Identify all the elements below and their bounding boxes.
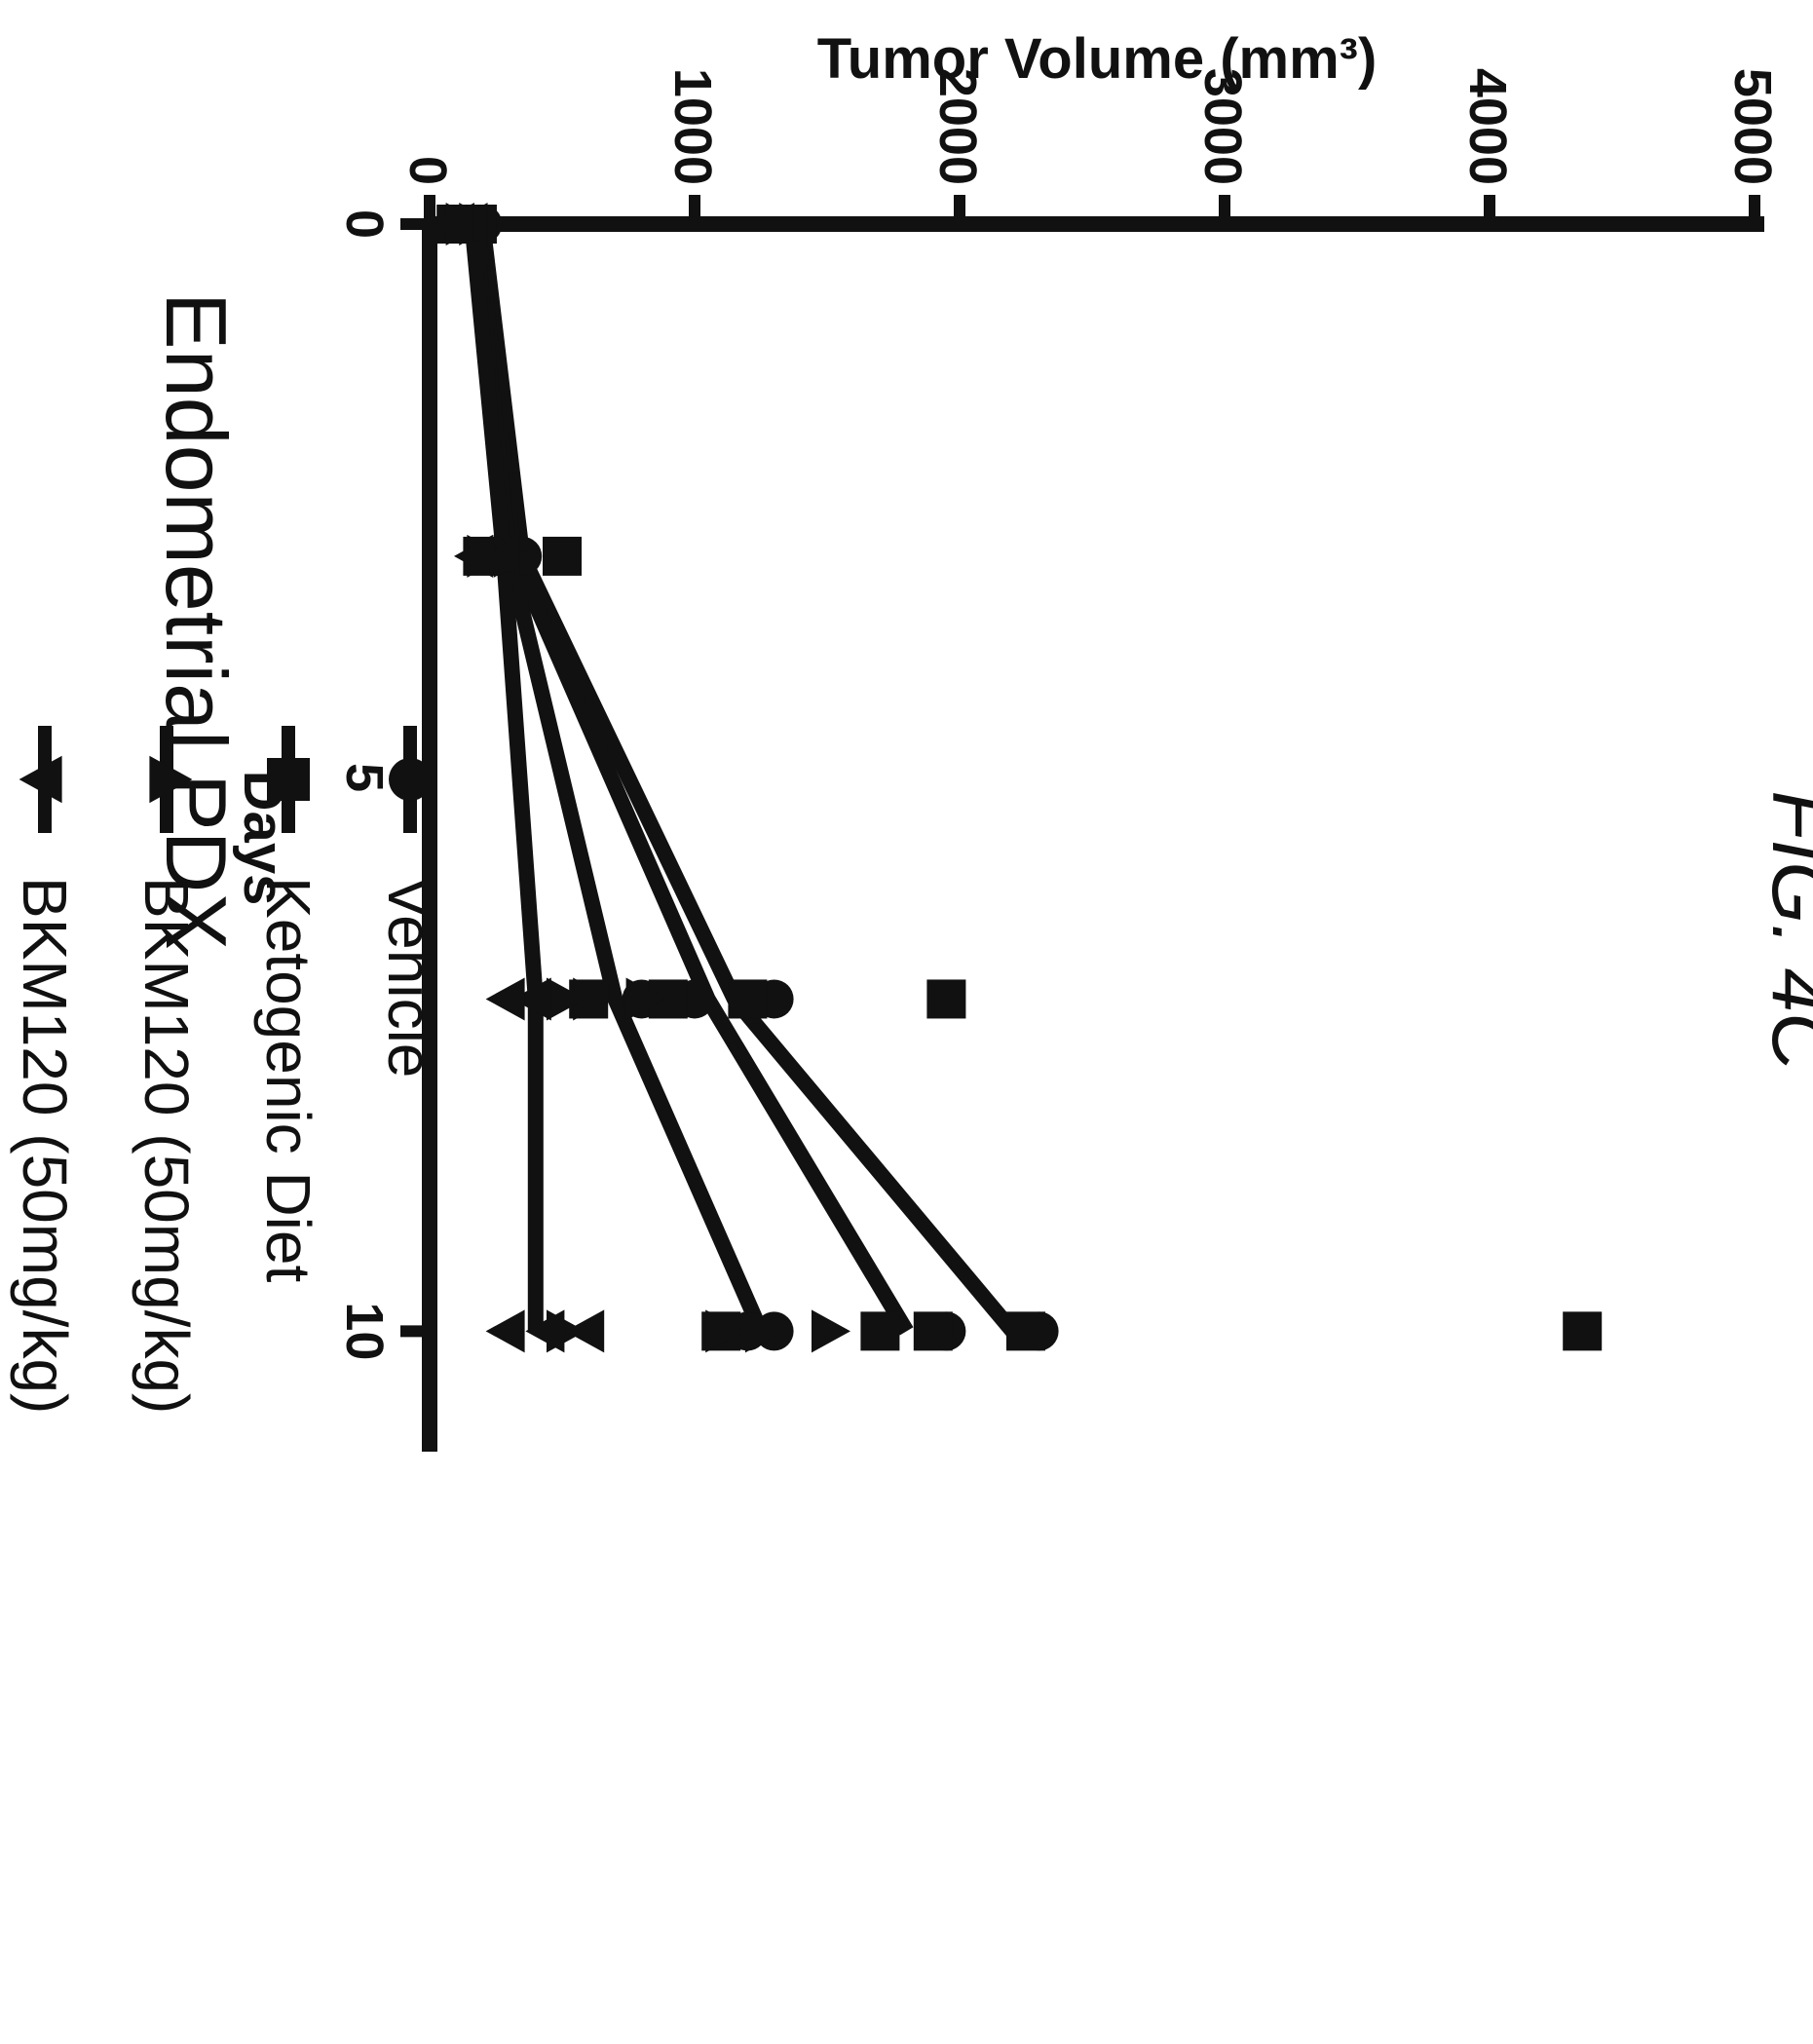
points-layer — [434, 203, 1603, 1353]
series-line-3 — [464, 223, 544, 1332]
data-point — [511, 977, 551, 1021]
chart-title: Endometrial PDX — [148, 292, 245, 950]
x-tick-label: 10 — [335, 1302, 394, 1360]
legend-label: BKM120 (50mg/kg) — [10, 877, 80, 1414]
data-point — [728, 979, 768, 1019]
x-tick-label: 5 — [335, 763, 394, 792]
legend-marker — [389, 758, 432, 801]
y-tick-label: 5000 — [1723, 68, 1782, 185]
data-point — [913, 1311, 953, 1351]
legend-label: Vehicle — [375, 877, 445, 1078]
y-tick-label: 2000 — [928, 68, 987, 185]
y-tick-label: 0 — [398, 156, 457, 185]
legend-marker — [149, 755, 193, 804]
y-tick-label: 3000 — [1193, 68, 1252, 185]
data-point — [926, 979, 966, 1019]
chart-rotated-group: 0 1000 2000 3000 4000 5000 0 5 10 Tumor Volume … — [10, 27, 1782, 1452]
data-point — [705, 1309, 745, 1353]
data-point — [625, 977, 665, 1021]
legend-marker — [19, 755, 62, 804]
data-point — [453, 534, 493, 578]
data-point — [745, 1309, 784, 1353]
x-ticks: 0 5 10 — [335, 209, 430, 1360]
data-point — [573, 977, 613, 1021]
y-tick-label: 4000 — [1458, 68, 1517, 185]
data-point — [648, 979, 688, 1019]
data-point — [812, 1309, 850, 1353]
legend-label: Ketogenic Diet — [253, 877, 323, 1282]
data-point — [434, 203, 474, 246]
data-point — [480, 534, 520, 578]
y-tick-label: 1000 — [663, 68, 722, 185]
data-point — [565, 1309, 605, 1353]
legend-label: BKM120 (50mg/kg) — [132, 877, 202, 1414]
y-ticks: 0 1000 2000 3000 4000 5000 — [398, 68, 1782, 224]
data-point — [525, 1309, 565, 1353]
data-point — [543, 536, 582, 576]
data-point — [1563, 1311, 1603, 1351]
series-layer — [464, 223, 1019, 1337]
legend-marker — [267, 758, 310, 801]
x-tick-label: 0 — [335, 209, 394, 239]
data-point — [547, 977, 585, 1021]
data-point — [485, 1309, 525, 1353]
figure-label: FIG. 4C — [1756, 790, 1813, 1071]
data-point — [860, 1311, 900, 1351]
legend: Vehicle Ketogenic Diet BKM120 (50mg/kg) BKM… — [10, 726, 445, 1414]
y-axis-label: Tumor Volume (mm³) — [817, 27, 1378, 91]
data-point — [1006, 1311, 1045, 1351]
data-point — [485, 977, 525, 1021]
